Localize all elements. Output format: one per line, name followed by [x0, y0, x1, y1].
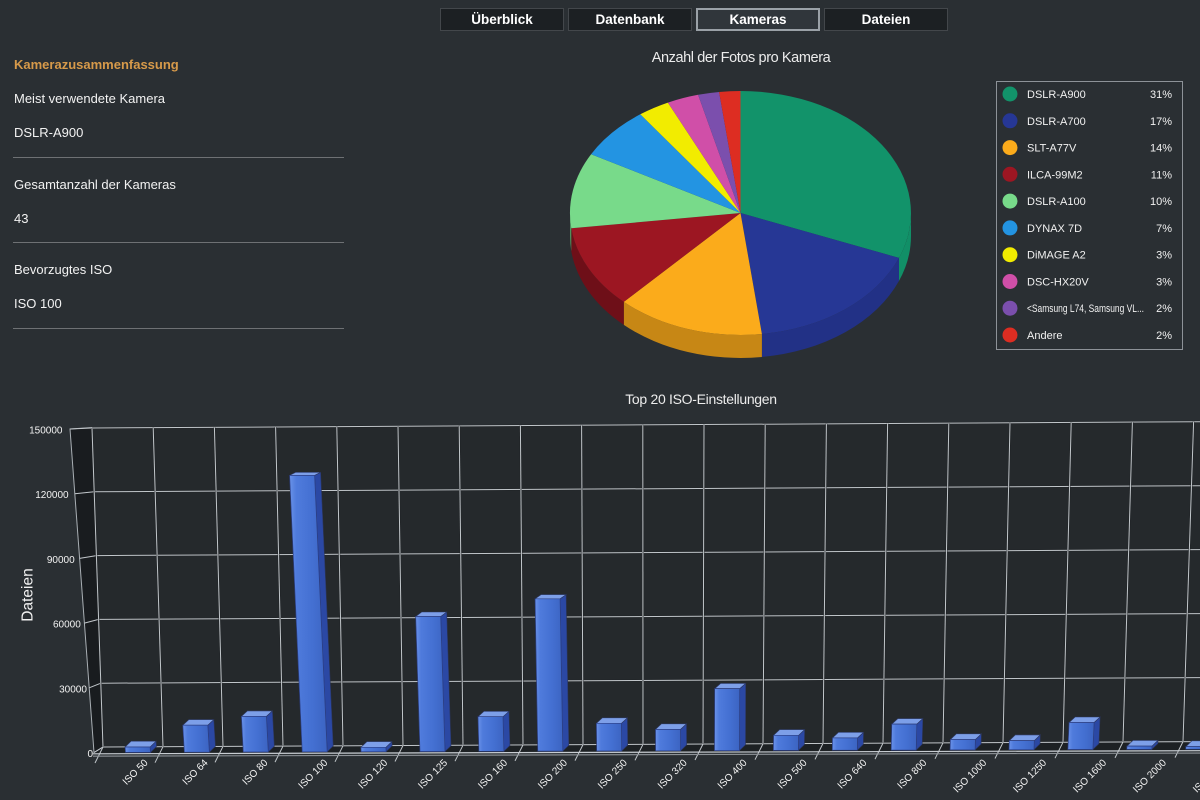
- svg-text:SLT-A77V: SLT-A77V: [1027, 143, 1077, 155]
- svg-text:10%: 10%: [1150, 196, 1172, 208]
- svg-text:DSLR-A100: DSLR-A100: [1027, 196, 1086, 208]
- svg-text:ISO 120: ISO 120: [356, 757, 390, 791]
- svg-text:DYNAX 7D: DYNAX 7D: [1027, 223, 1082, 235]
- svg-text:30000: 30000: [59, 684, 87, 695]
- svg-text:ISO 1600: ISO 1600: [1071, 757, 1109, 795]
- svg-text:ILCA-99M2: ILCA-99M2: [1027, 169, 1083, 181]
- svg-text:ISO 2000: ISO 2000: [1131, 757, 1169, 795]
- svg-text:3%: 3%: [1156, 277, 1172, 289]
- svg-text:ISO 1250: ISO 1250: [1011, 757, 1049, 795]
- svg-text:DSLR-A900: DSLR-A900: [1027, 89, 1086, 101]
- svg-text:ISO 80: ISO 80: [241, 757, 271, 787]
- svg-text:150000: 150000: [29, 426, 63, 437]
- svg-text:ISO 1000: ISO 1000: [952, 757, 990, 795]
- svg-text:120000: 120000: [35, 490, 69, 501]
- svg-text:90000: 90000: [47, 555, 75, 566]
- svg-text:ISO 400: ISO 400: [716, 757, 750, 791]
- svg-text:2%: 2%: [1156, 303, 1172, 315]
- svg-text:0: 0: [87, 749, 93, 760]
- svg-text:3%: 3%: [1156, 250, 1172, 262]
- svg-text:11%: 11%: [1151, 169, 1172, 181]
- svg-text:DSC-HX20V: DSC-HX20V: [1027, 277, 1089, 289]
- svg-text:ISO 160: ISO 160: [476, 757, 510, 791]
- svg-text:Dateien: Dateien: [20, 568, 37, 621]
- svg-text:ISO 2500: ISO 2500: [1191, 757, 1200, 795]
- svg-text:ISO 100: ISO 100: [297, 757, 331, 791]
- svg-text:DSLR-A700: DSLR-A700: [1027, 116, 1086, 128]
- svg-text:DiMAGE A2: DiMAGE A2: [1027, 250, 1086, 262]
- svg-text:17%: 17%: [1150, 116, 1172, 128]
- svg-text:ISO 250: ISO 250: [596, 757, 630, 791]
- svg-text:60000: 60000: [53, 620, 81, 631]
- svg-text:Andere: Andere: [1027, 330, 1062, 342]
- svg-text:31%: 31%: [1150, 89, 1172, 101]
- svg-text:ISO 640: ISO 640: [836, 757, 870, 791]
- svg-text:2%: 2%: [1156, 330, 1172, 342]
- svg-text:<Samsung L74, Samsung VL...: <Samsung L74, Samsung VL...: [1027, 303, 1144, 315]
- svg-text:ISO 500: ISO 500: [776, 757, 810, 791]
- svg-text:ISO 320: ISO 320: [656, 757, 690, 791]
- svg-text:ISO 200: ISO 200: [536, 757, 570, 791]
- svg-text:7%: 7%: [1156, 223, 1172, 235]
- svg-text:Anzahl der Fotos pro Kamera: Anzahl der Fotos pro Kamera: [652, 50, 832, 66]
- svg-text:14%: 14%: [1150, 143, 1172, 155]
- svg-text:ISO 64: ISO 64: [181, 757, 211, 787]
- svg-text:ISO 125: ISO 125: [416, 757, 450, 791]
- svg-text:ISO 800: ISO 800: [896, 757, 930, 791]
- svg-text:Top 20 ISO-Einstellungen: Top 20 ISO-Einstellungen: [625, 391, 777, 407]
- svg-text:ISO 50: ISO 50: [121, 757, 151, 787]
